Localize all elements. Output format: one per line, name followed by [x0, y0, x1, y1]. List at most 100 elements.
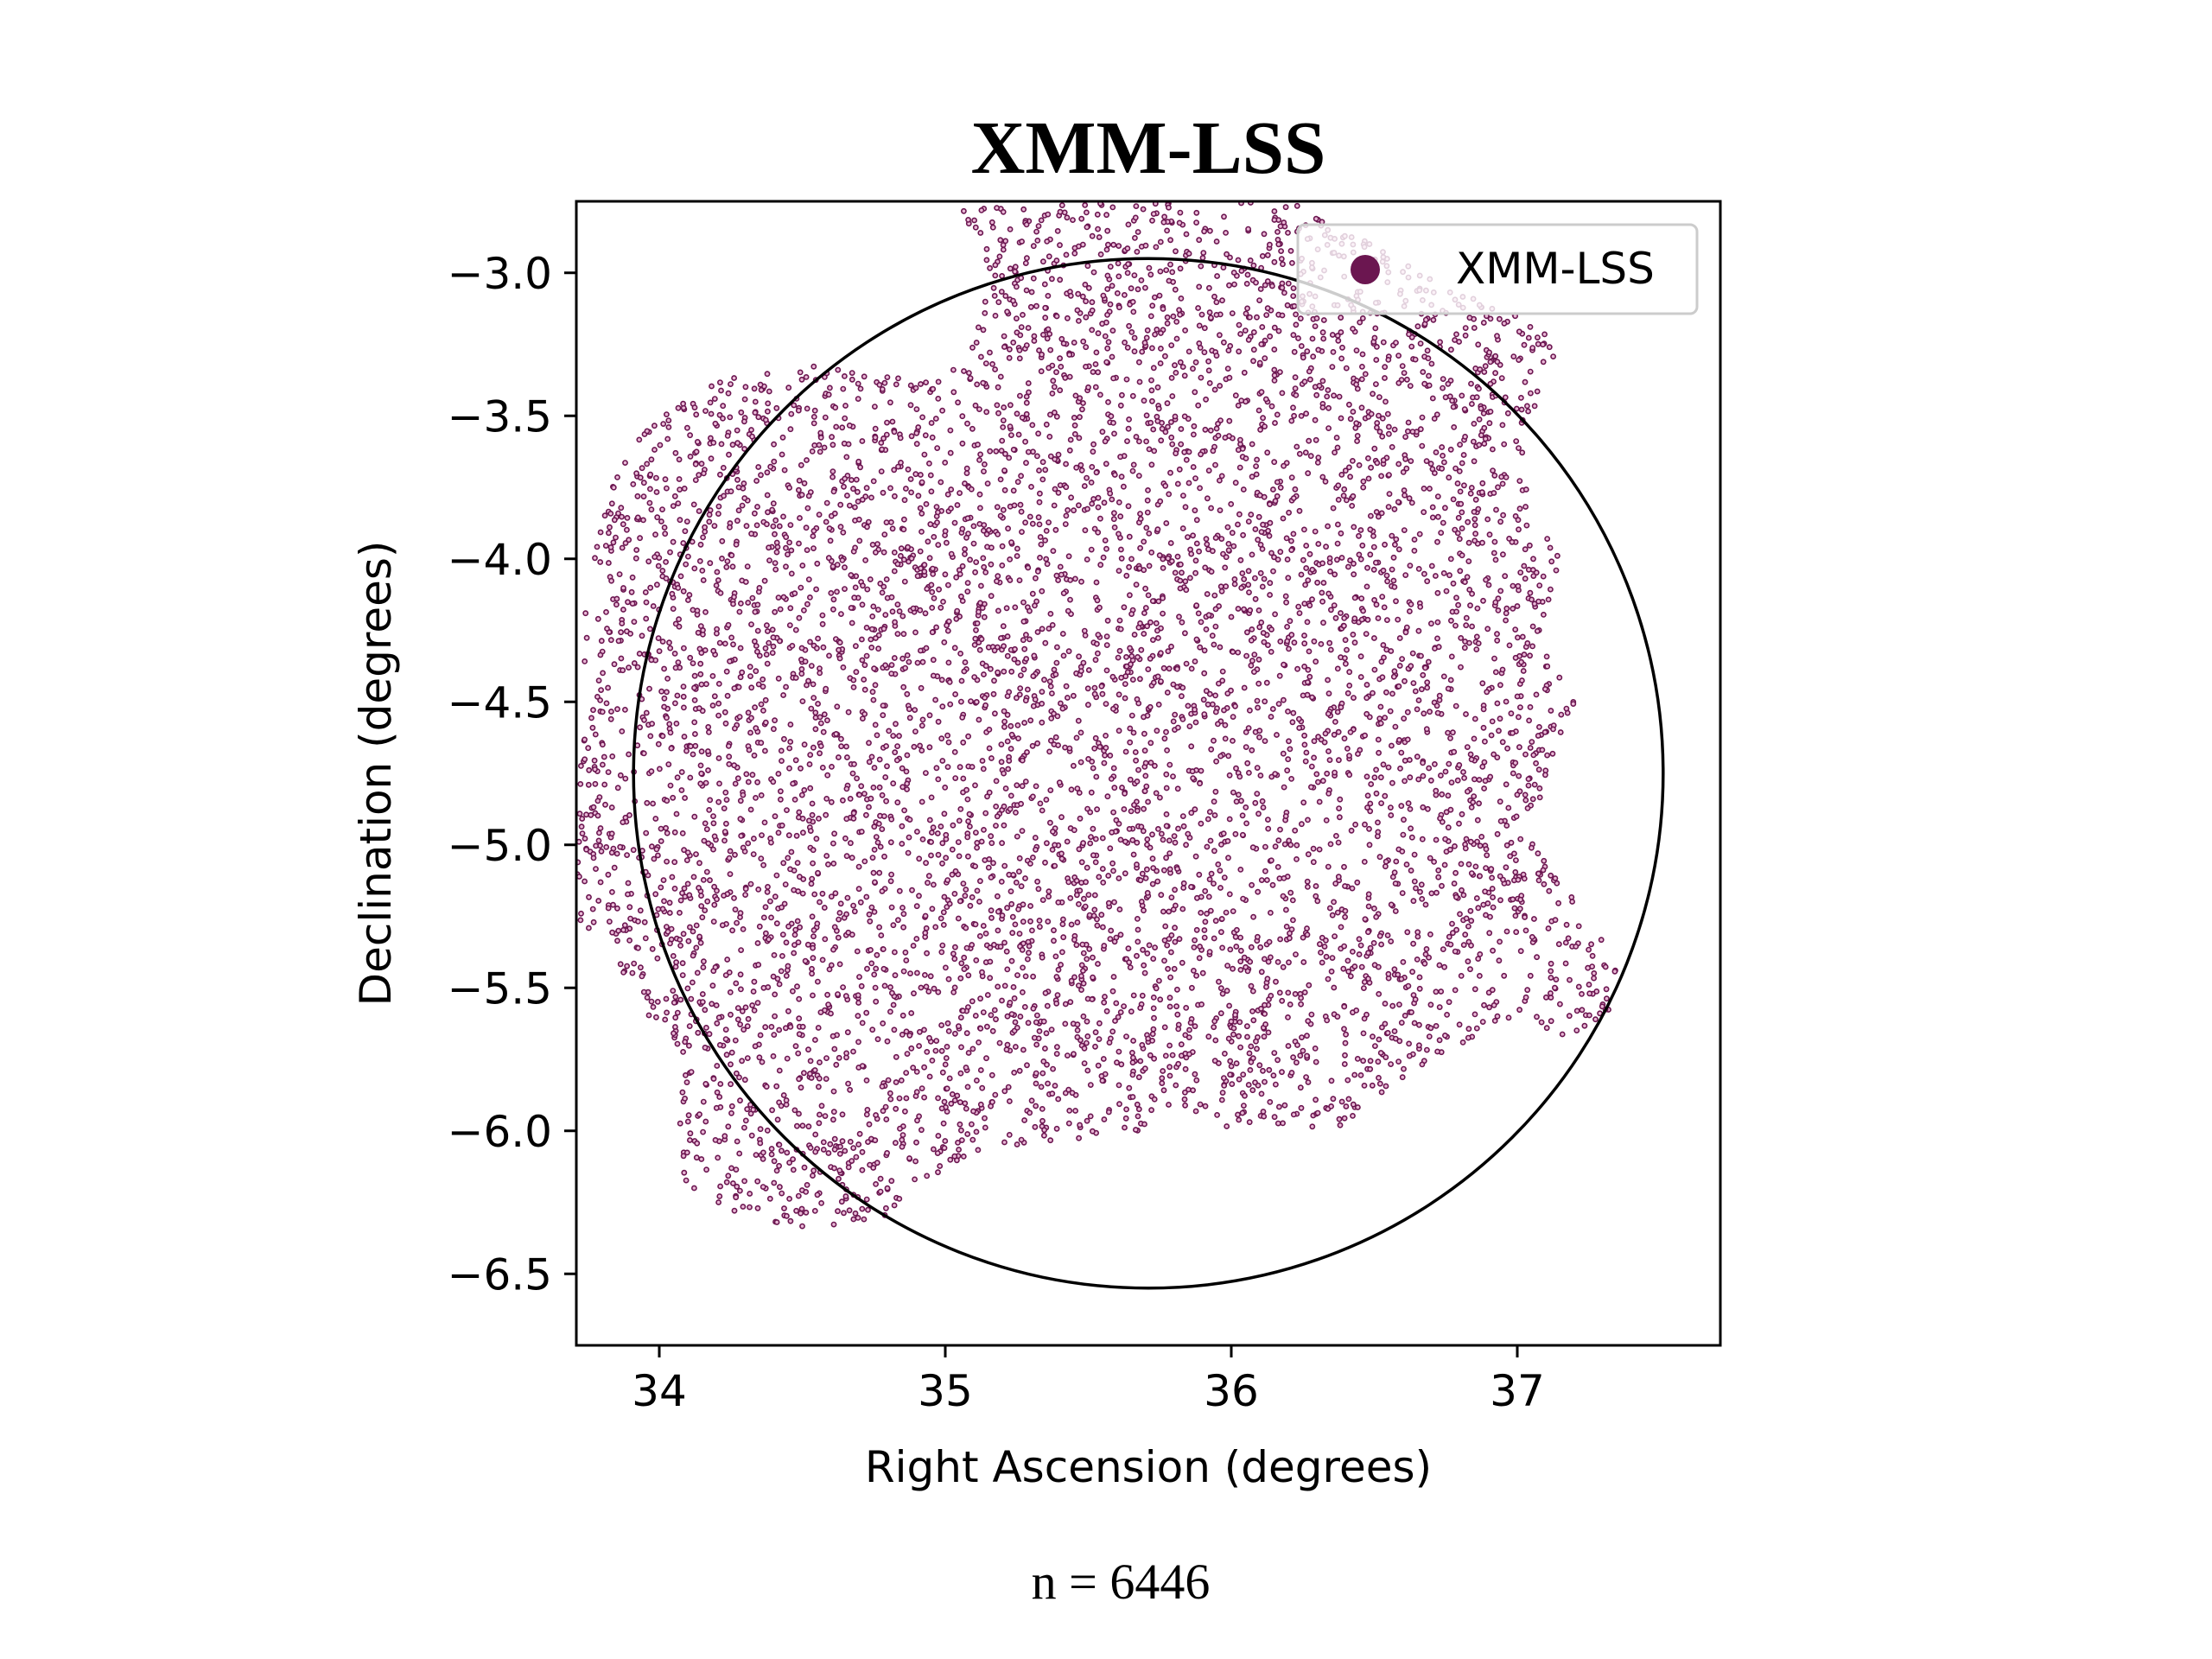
data-point — [781, 900, 788, 907]
data-point — [1211, 798, 1217, 805]
data-point — [869, 855, 876, 861]
data-point — [613, 595, 620, 602]
data-point — [732, 906, 739, 912]
data-point — [658, 688, 664, 695]
data-point — [887, 399, 893, 406]
data-point — [1337, 814, 1343, 821]
data-point — [817, 714, 823, 721]
data-point — [1267, 333, 1274, 340]
data-point — [720, 465, 727, 471]
data-point — [1219, 944, 1225, 951]
data-point — [1241, 684, 1248, 691]
data-point — [1289, 719, 1296, 726]
data-point — [1534, 388, 1541, 395]
data-point — [1150, 637, 1156, 643]
data-point — [1344, 497, 1350, 504]
data-point — [653, 474, 659, 481]
data-point — [978, 353, 984, 360]
data-point — [893, 757, 900, 764]
data-point — [928, 582, 935, 588]
data-point — [874, 839, 881, 846]
data-point — [690, 979, 696, 986]
data-point — [1300, 556, 1306, 563]
data-point — [791, 931, 798, 938]
data-point — [1312, 1046, 1319, 1052]
data-point — [1007, 805, 1014, 812]
data-point — [835, 1208, 841, 1215]
data-point — [741, 1178, 747, 1185]
data-point — [1222, 1051, 1228, 1057]
data-point — [973, 957, 980, 963]
data-point — [970, 523, 977, 530]
data-point — [898, 545, 905, 552]
data-point — [895, 375, 901, 382]
data-point — [1268, 403, 1275, 410]
data-point — [624, 515, 631, 521]
data-point — [942, 1061, 949, 1068]
data-point — [830, 1221, 837, 1228]
data-point — [1044, 561, 1051, 568]
data-point — [1046, 748, 1052, 755]
data-point — [874, 1036, 881, 1043]
data-point — [778, 788, 784, 795]
data-point — [945, 976, 952, 982]
data-point — [1211, 641, 1217, 648]
data-point — [1080, 950, 1087, 957]
data-point — [1031, 652, 1038, 659]
data-point — [1459, 460, 1465, 467]
data-point — [652, 447, 658, 453]
data-point — [1379, 415, 1386, 422]
data-point — [1407, 757, 1413, 763]
data-point — [963, 1065, 969, 1071]
data-point — [1495, 607, 1502, 613]
data-point — [1341, 1026, 1347, 1033]
data-point — [1165, 965, 1171, 972]
data-point — [586, 925, 592, 931]
data-point — [1390, 673, 1397, 680]
data-point — [896, 887, 903, 894]
data-point — [1082, 527, 1089, 534]
data-point — [1553, 976, 1560, 982]
data-point — [1335, 521, 1341, 528]
data-point — [884, 374, 891, 380]
data-point — [1206, 876, 1213, 883]
data-point — [850, 1048, 856, 1055]
data-point — [1158, 345, 1164, 352]
data-point — [796, 614, 803, 621]
data-point — [1201, 670, 1208, 677]
data-point — [1128, 712, 1135, 719]
data-point — [1557, 729, 1564, 735]
data-point — [1205, 358, 1211, 365]
data-point — [1204, 843, 1211, 850]
data-point — [983, 245, 990, 252]
data-point — [1421, 570, 1427, 577]
data-point — [765, 628, 771, 634]
data-point — [1010, 297, 1016, 304]
data-point — [1019, 783, 1026, 790]
data-point — [668, 745, 675, 752]
data-point — [963, 786, 969, 793]
data-point — [976, 324, 982, 331]
data-point — [1159, 1075, 1166, 1082]
data-point — [1010, 339, 1017, 346]
data-point — [1400, 959, 1407, 965]
data-point — [921, 451, 928, 458]
data-point — [1045, 1080, 1051, 1087]
data-point — [1536, 582, 1543, 588]
data-point — [1237, 967, 1244, 973]
data-point — [1164, 747, 1170, 753]
data-point — [731, 762, 737, 769]
data-point — [683, 1079, 690, 1085]
data-point — [1458, 635, 1465, 641]
data-point — [950, 950, 957, 957]
data-point — [918, 798, 925, 805]
data-point — [1517, 704, 1523, 710]
data-point — [1471, 735, 1478, 742]
data-point — [1090, 441, 1096, 448]
data-point — [1226, 772, 1233, 779]
data-point — [1060, 590, 1067, 596]
data-point — [1415, 566, 1422, 572]
data-point — [1299, 1034, 1305, 1040]
data-point — [1147, 313, 1154, 320]
data-point — [1206, 309, 1213, 315]
